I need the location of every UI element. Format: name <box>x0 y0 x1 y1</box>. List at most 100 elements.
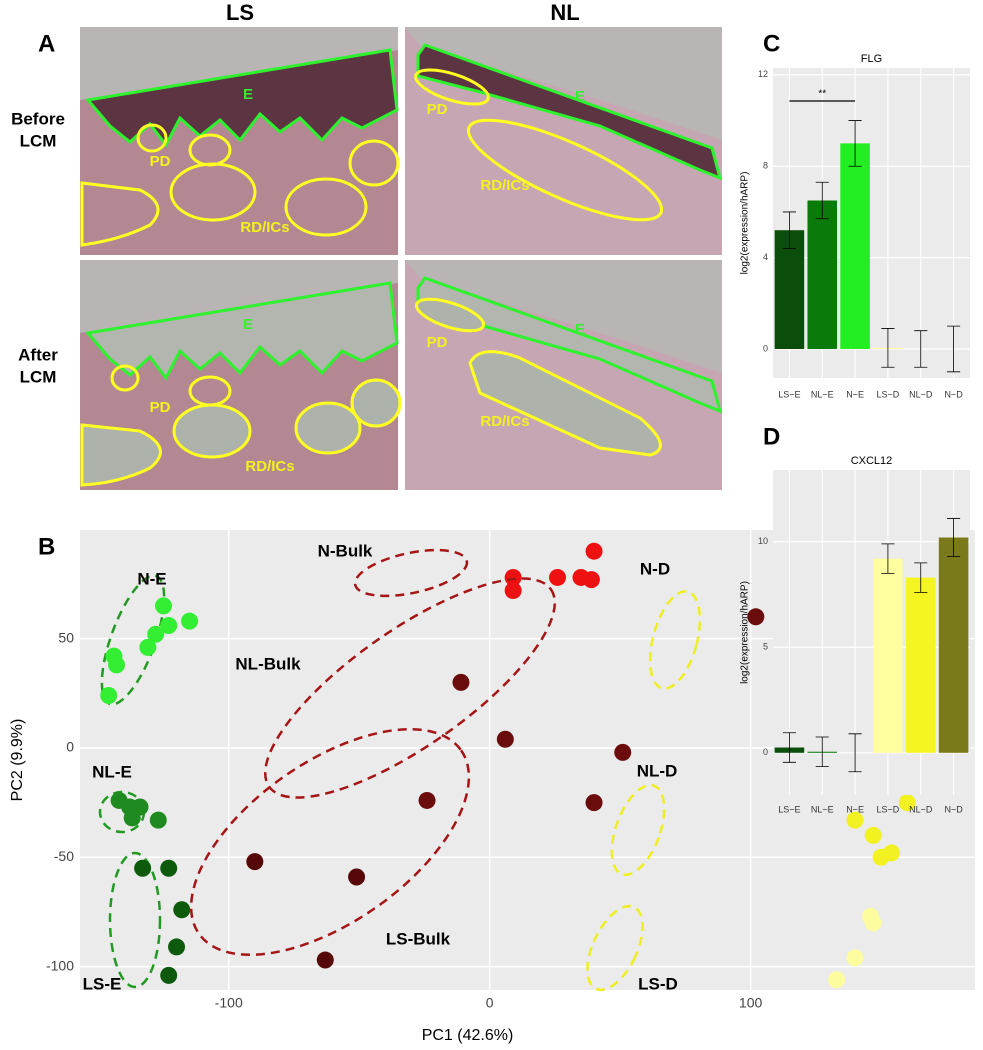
point <box>872 848 890 866</box>
y-tick-label: 8 <box>763 161 768 171</box>
point <box>504 582 522 600</box>
x-tick-label: N−D <box>944 389 963 399</box>
group-label: LS-E <box>83 974 122 993</box>
row-label: LCM <box>20 367 57 386</box>
x-tick-label: LS−E <box>778 804 800 814</box>
x-tick-label: NL−D <box>909 389 933 399</box>
region-label: RD/ICs <box>240 219 289 236</box>
point <box>147 625 165 643</box>
error-bar <box>947 325 961 373</box>
y-tick-label: 0 <box>763 343 768 353</box>
panel-label: D <box>763 423 780 450</box>
point <box>452 673 470 691</box>
error-bar <box>914 330 928 368</box>
point <box>160 966 178 984</box>
bar <box>807 200 838 349</box>
panel-a: A LS NL Before LCM After LCM E PD RD/ICs <box>11 0 723 490</box>
error-bar <box>848 733 862 773</box>
group-label: NL-E <box>92 762 132 781</box>
error-bar <box>914 562 928 593</box>
group-ellipse <box>610 783 666 877</box>
region-label: PD <box>150 399 171 416</box>
micrograph: E PD RD/ICs <box>405 260 723 490</box>
point <box>747 608 765 626</box>
point <box>316 951 334 969</box>
column-header: LS <box>226 0 254 25</box>
point <box>123 809 141 827</box>
column-header: NL <box>550 0 579 25</box>
y-tick-label: 50 <box>58 629 74 645</box>
panel-label: C <box>763 30 780 57</box>
point <box>582 571 600 589</box>
bar <box>873 558 903 753</box>
error-bar <box>782 732 796 763</box>
y-axis-title: log2(expression/hARP) <box>740 172 751 275</box>
region-label: PD <box>427 334 448 351</box>
y-tick-label: 10 <box>758 536 768 546</box>
point <box>108 656 126 674</box>
bar <box>840 143 870 349</box>
x-axis-title: PC1 (42.6%) <box>422 1027 514 1044</box>
panel-d: D CXCL12 log2(expression/hARP) 0 5 10 LS−E NL−E… <box>740 423 970 814</box>
point <box>864 914 882 932</box>
point <box>134 859 152 877</box>
micrograph: E PD RD/ICs <box>80 260 402 490</box>
micrograph: E PD RD/ICs <box>405 27 723 255</box>
region-label: E <box>243 316 253 333</box>
point <box>181 612 199 630</box>
point <box>504 568 522 586</box>
group-label: N-Bulk <box>318 541 373 560</box>
y-tick-label: -50 <box>54 848 74 864</box>
plot-background <box>773 470 970 795</box>
x-tick-label: LS−D <box>877 804 900 814</box>
chart-title: FLG <box>861 53 882 65</box>
point <box>898 794 916 812</box>
point <box>614 743 632 761</box>
bar <box>905 577 936 753</box>
bar <box>774 230 805 349</box>
group-ellipse <box>353 548 469 598</box>
panel-label: B <box>38 533 55 560</box>
error-bar <box>947 518 961 557</box>
error-bar <box>782 211 796 249</box>
point <box>160 859 178 877</box>
group-ellipse <box>586 904 644 992</box>
group-ellipse <box>108 851 162 989</box>
region-label: RD/ICs <box>480 413 529 430</box>
y-axis-title: PC2 (9.9%) <box>9 719 26 802</box>
plot-background <box>773 68 970 378</box>
y-tick-label: 5 <box>763 642 768 652</box>
x-tick-label: N−D <box>944 804 963 814</box>
region-label: E <box>575 321 585 338</box>
x-tick-label: N−E <box>846 804 864 814</box>
y-tick-label: 12 <box>758 69 768 79</box>
x-tick-label: N−E <box>846 389 864 399</box>
group-label: NL-Bulk <box>235 654 301 673</box>
error-bar <box>881 328 895 368</box>
group-label: LS-Bulk <box>386 929 451 948</box>
x-tick-label: LS−D <box>877 389 900 399</box>
region-label: PD <box>427 101 448 118</box>
row-label: After <box>18 345 58 364</box>
micrograph: E PD RD/ICs <box>80 27 400 255</box>
x-tick-label: NL−E <box>811 389 834 399</box>
panel-label: A <box>38 30 55 57</box>
point <box>160 617 178 635</box>
y-tick-label: -100 <box>46 957 74 973</box>
point <box>418 791 436 809</box>
region-label: E <box>243 86 253 103</box>
group-label: NL-D <box>637 761 678 780</box>
region-label: PD <box>150 153 171 170</box>
point <box>246 853 264 871</box>
point <box>139 638 157 656</box>
x-tick-label: 0 <box>486 995 494 1011</box>
region-label: RD/ICs <box>245 458 294 475</box>
x-tick-label: NL−E <box>811 804 834 814</box>
point <box>585 794 603 812</box>
x-tick-label: NL−D <box>909 804 933 814</box>
x-tick-label: 100 <box>739 995 763 1011</box>
region-label: RD/ICs <box>480 177 529 194</box>
point <box>173 901 191 919</box>
row-label: LCM <box>20 131 57 150</box>
point <box>168 938 186 956</box>
